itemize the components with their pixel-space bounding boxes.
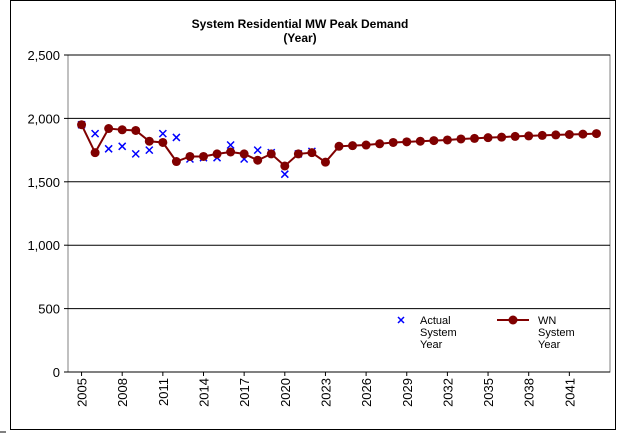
data-point <box>226 147 236 157</box>
chart-title: System Residential MW Peak Demand <box>192 17 409 31</box>
x-tick-label: 2032 <box>440 378 455 407</box>
data-point <box>90 148 100 158</box>
x-tick-label: 2041 <box>562 378 577 407</box>
data-point <box>131 149 140 158</box>
data-point <box>334 141 344 151</box>
legend-marker <box>397 316 405 324</box>
data-point <box>185 151 195 161</box>
data-point <box>402 137 412 147</box>
data-point <box>524 131 534 141</box>
data-point <box>320 157 330 167</box>
data-point <box>212 149 222 159</box>
data-point <box>361 140 371 150</box>
data-point <box>470 133 479 143</box>
legend-label: WN System Year <box>538 315 575 351</box>
data-point <box>429 136 439 146</box>
data-point <box>253 155 263 165</box>
data-point <box>307 148 317 158</box>
data-point <box>375 139 385 149</box>
x-tick-label: 2029 <box>400 378 415 407</box>
data-point <box>388 137 398 147</box>
x-tick-label: 2011 <box>156 378 171 406</box>
data-point <box>104 124 114 134</box>
x-tick-label: 2008 <box>115 378 130 407</box>
data-point <box>131 125 141 135</box>
data-point <box>280 161 290 171</box>
data-point <box>144 136 154 146</box>
data-point <box>497 132 507 142</box>
data-point <box>483 133 493 143</box>
x-tick-label: 2020 <box>278 378 293 407</box>
y-tick-label: 0 <box>53 365 60 380</box>
data-point <box>104 144 113 153</box>
x-tick-label: 2014 <box>197 378 212 407</box>
data-point <box>578 129 588 139</box>
data-point <box>293 149 303 159</box>
data-point <box>172 133 181 142</box>
data-point <box>415 136 425 146</box>
data-point <box>537 130 547 140</box>
x-tick-label: 2038 <box>522 378 537 407</box>
x-tick-label: 2005 <box>75 378 90 407</box>
data-point <box>91 129 100 138</box>
data-point <box>442 135 452 145</box>
x-tick-label: 2026 <box>359 378 374 407</box>
legend-marker <box>508 315 518 325</box>
y-tick-label: 1,000 <box>27 238 60 253</box>
x-tick-label: 2017 <box>237 378 252 407</box>
data-point <box>117 125 127 135</box>
data-point <box>239 149 249 159</box>
data-point <box>158 129 167 138</box>
data-point <box>253 146 262 155</box>
data-point <box>564 130 574 140</box>
y-tick-label: 1,500 <box>27 175 60 190</box>
data-point <box>118 142 127 151</box>
y-tick-label: 2,000 <box>27 111 60 126</box>
chart-frame <box>10 0 616 430</box>
chart-subtitle: (Year) <box>283 31 316 45</box>
data-point <box>510 131 520 141</box>
data-point <box>158 137 168 147</box>
y-tick-label: 500 <box>38 302 60 317</box>
data-point <box>280 170 289 179</box>
data-point <box>591 129 601 139</box>
legend-label: Actual System Year <box>420 315 457 351</box>
data-point <box>348 141 358 151</box>
data-point <box>551 130 561 140</box>
data-point <box>77 120 87 130</box>
plot-area <box>67 54 611 373</box>
y-tick-label: 2,500 <box>27 48 60 63</box>
x-tick-label: 2035 <box>481 378 496 407</box>
x-tick-label: 2023 <box>318 378 333 407</box>
data-point <box>266 149 276 159</box>
data-point <box>145 146 154 155</box>
data-point <box>199 151 208 161</box>
data-point <box>456 134 466 144</box>
data-point <box>226 140 235 150</box>
data-point <box>171 157 181 167</box>
